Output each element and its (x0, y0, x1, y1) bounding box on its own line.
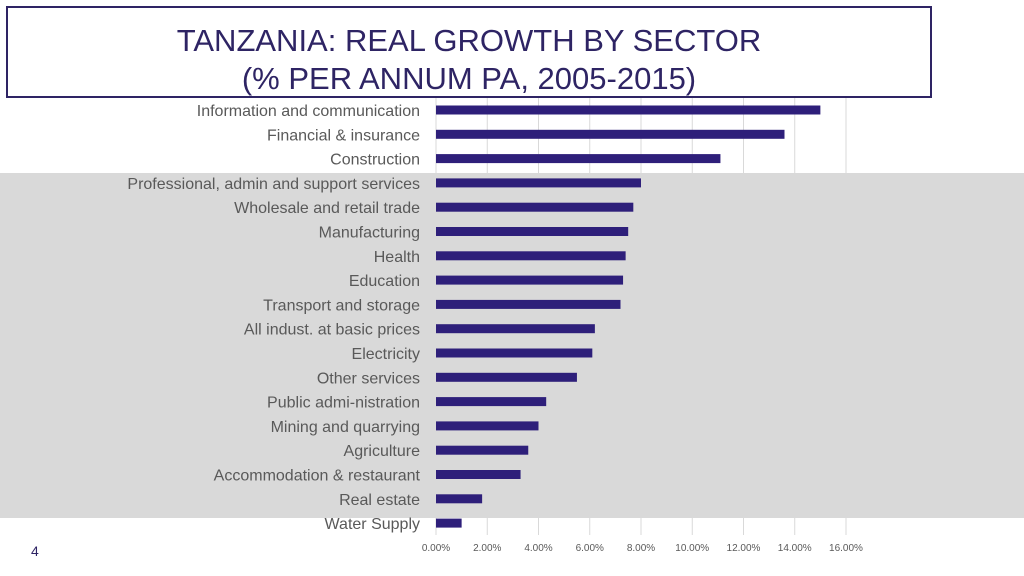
bar (436, 397, 547, 407)
bar (436, 348, 593, 358)
category-label: Other services (317, 370, 420, 387)
slide-subtitle: (% PER ANNUM PA, 2005-2015) (241, 61, 697, 96)
bar (436, 518, 462, 528)
x-tick-label: 14.00% (778, 543, 812, 554)
category-label: Information and communication (197, 103, 420, 120)
slide-title: TANZANIA: REAL GROWTH BY SECTOR (176, 23, 762, 58)
category-label: Health (374, 249, 420, 266)
x-tick-label: 4.00% (524, 543, 552, 554)
category-label: Electricity (352, 346, 420, 363)
x-tick-label: 6.00% (576, 543, 604, 554)
bar (436, 421, 539, 431)
category-labels: Information and communication Financial &… (127, 103, 420, 533)
category-label: Water Supply (325, 516, 420, 533)
category-label: Construction (330, 152, 420, 169)
bar (436, 154, 721, 164)
category-label: Wholesale and retail trade (234, 200, 420, 217)
category-label: Education (349, 273, 420, 290)
category-label: Public admi-nistration (267, 395, 420, 412)
page-number: 4 (31, 543, 39, 559)
bar (436, 202, 634, 212)
title-box: TANZANIA: REAL GROWTH BY SECTOR (% PER A… (6, 6, 932, 98)
category-label: Transport and storage (263, 297, 420, 314)
bar (436, 105, 821, 115)
x-tick-label: 0.00% (422, 543, 450, 554)
bar (436, 445, 529, 455)
bar (436, 372, 577, 382)
bar (436, 299, 621, 309)
category-label: Financial & insurance (267, 127, 420, 144)
bar (436, 494, 483, 504)
bar (436, 129, 785, 139)
bar (436, 275, 624, 285)
bar (436, 324, 595, 334)
bar (436, 470, 521, 479)
bars (436, 105, 821, 528)
category-label: Accommodation & restaurant (214, 468, 421, 485)
x-tick-label: 8.00% (627, 543, 655, 554)
bar (436, 178, 641, 188)
category-label: Real estate (339, 492, 420, 509)
x-tick-label: 16.00% (829, 543, 863, 554)
category-label: Professional, admin and support services (127, 176, 420, 193)
category-label: Mining and quarrying (271, 419, 420, 436)
x-tick-label: 12.00% (727, 543, 761, 554)
bar (436, 251, 626, 261)
x-axis-ticks: 0.00% 2.00% 4.00% 6.00% 8.00% 10.00% 12.00% 14.… (422, 543, 863, 554)
category-label: All indust. at basic prices (244, 322, 420, 339)
gridlines (435, 98, 847, 535)
category-label: Agriculture (344, 443, 421, 460)
category-label: Manufacturing (319, 225, 420, 242)
x-tick-label: 10.00% (675, 543, 709, 554)
bar (436, 227, 629, 236)
x-tick-label: 2.00% (473, 543, 501, 554)
